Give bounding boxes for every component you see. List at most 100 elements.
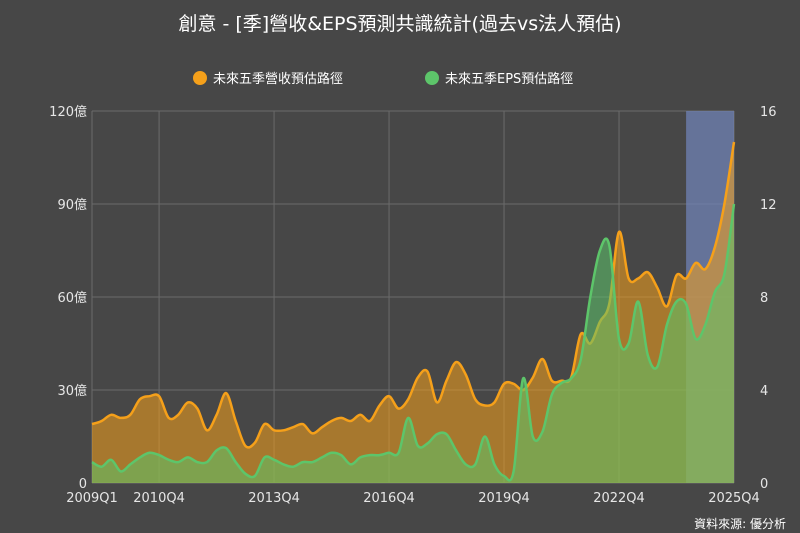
- eps-point: [139, 457, 141, 459]
- revenue-point: [628, 278, 630, 280]
- eps-point: [187, 457, 189, 459]
- eps-point: [321, 457, 323, 459]
- revenue-point: [398, 408, 400, 410]
- eps-point: [168, 459, 170, 461]
- revenue-point: [273, 429, 275, 431]
- eps-point: [580, 359, 582, 361]
- revenue-point: [618, 231, 620, 233]
- revenue-point: [474, 398, 476, 400]
- eps-point: [609, 245, 611, 247]
- legend: 未來五季營收預估路徑 未來五季EPS預估路徑: [193, 71, 573, 87]
- revenue-point: [235, 420, 237, 422]
- eps-point: [91, 461, 93, 463]
- revenue-point: [206, 429, 208, 431]
- eps-point: [177, 461, 179, 463]
- revenue-point: [216, 414, 218, 416]
- revenue-point: [685, 278, 687, 280]
- eps-point: [532, 436, 534, 438]
- eps-point: [484, 436, 486, 438]
- revenue-point: [379, 405, 381, 407]
- eps-point: [666, 324, 668, 326]
- eps-point: [704, 324, 706, 326]
- eps-area: [92, 204, 734, 483]
- revenue-point: [101, 420, 103, 422]
- eps-point: [283, 464, 285, 466]
- eps-point: [685, 303, 687, 305]
- revenue-point: [532, 377, 534, 379]
- revenue-point: [311, 433, 313, 435]
- revenue-point: [168, 417, 170, 419]
- eps-point: [340, 454, 342, 456]
- revenue-point: [580, 333, 582, 335]
- eps-point: [618, 338, 620, 340]
- eps-point: [388, 452, 390, 454]
- revenue-point: [465, 374, 467, 376]
- y-right-tick-label: 0: [760, 477, 768, 492]
- eps-point: [311, 461, 313, 463]
- revenue-point: [321, 426, 323, 428]
- y-right-tick-label: 8: [760, 291, 768, 306]
- eps-point: [110, 459, 112, 461]
- revenue-point: [91, 423, 93, 425]
- eps-point: [494, 464, 496, 466]
- revenue-point: [110, 414, 112, 416]
- series-layer: [91, 141, 736, 483]
- eps-point: [474, 464, 476, 466]
- x-tick-label: 2013Q4: [248, 491, 300, 506]
- eps-point: [570, 377, 572, 379]
- revenue-point: [120, 417, 122, 419]
- revenue-point: [436, 402, 438, 404]
- revenue-point: [302, 423, 304, 425]
- revenue-point: [455, 361, 457, 363]
- eps-point: [551, 394, 553, 396]
- revenue-point: [244, 445, 246, 447]
- eps-point: [149, 452, 151, 454]
- eps-point: [656, 366, 658, 368]
- eps-point: [541, 431, 543, 433]
- legend-item-eps[interactable]: 未來五季EPS預估路徑: [425, 71, 573, 87]
- revenue-point: [551, 380, 553, 382]
- eps-point: [637, 301, 639, 303]
- y-right-tick-label: 12: [760, 198, 777, 213]
- revenue-point: [331, 420, 333, 422]
- revenue-point: [494, 402, 496, 404]
- y-left-tick-label: 90億: [57, 197, 87, 213]
- revenue-point: [264, 423, 266, 425]
- eps-point: [235, 461, 237, 463]
- eps-point: [216, 450, 218, 452]
- eps-point: [158, 454, 160, 456]
- eps-point: [513, 470, 515, 472]
- eps-line: [91, 203, 736, 482]
- eps-point: [628, 343, 630, 345]
- eps-point: [379, 454, 381, 456]
- revenue-point: [417, 377, 419, 379]
- revenue-point: [177, 414, 179, 416]
- x-tick-label: 2009Q1: [66, 491, 118, 506]
- revenue-point: [197, 408, 199, 410]
- x-tick-label: 2016Q4: [363, 491, 415, 506]
- eps-point: [695, 338, 697, 340]
- eps-point: [398, 452, 400, 454]
- eps-point: [724, 273, 726, 275]
- revenue-point: [541, 358, 543, 360]
- eps-point: [244, 473, 246, 475]
- revenue-point: [340, 417, 342, 419]
- eps-point: [733, 203, 735, 205]
- revenue-point: [656, 287, 658, 289]
- eps-point: [206, 461, 208, 463]
- eps-point: [359, 457, 361, 459]
- eps-point: [426, 443, 428, 445]
- legend-item-revenue[interactable]: 未來五季營收預估路徑: [193, 71, 343, 87]
- eps-point: [129, 464, 131, 466]
- eps-point: [264, 457, 266, 459]
- revenue-point: [426, 371, 428, 373]
- source-note: 資料來源: 優分析: [694, 517, 786, 531]
- revenue-point: [388, 395, 390, 397]
- revenue-point: [149, 395, 151, 397]
- x-tick-label: 2025Q4: [708, 491, 760, 506]
- revenue-point: [350, 420, 352, 422]
- revenue-point: [225, 392, 227, 394]
- eps-point: [331, 452, 333, 454]
- revenue-point: [369, 420, 371, 422]
